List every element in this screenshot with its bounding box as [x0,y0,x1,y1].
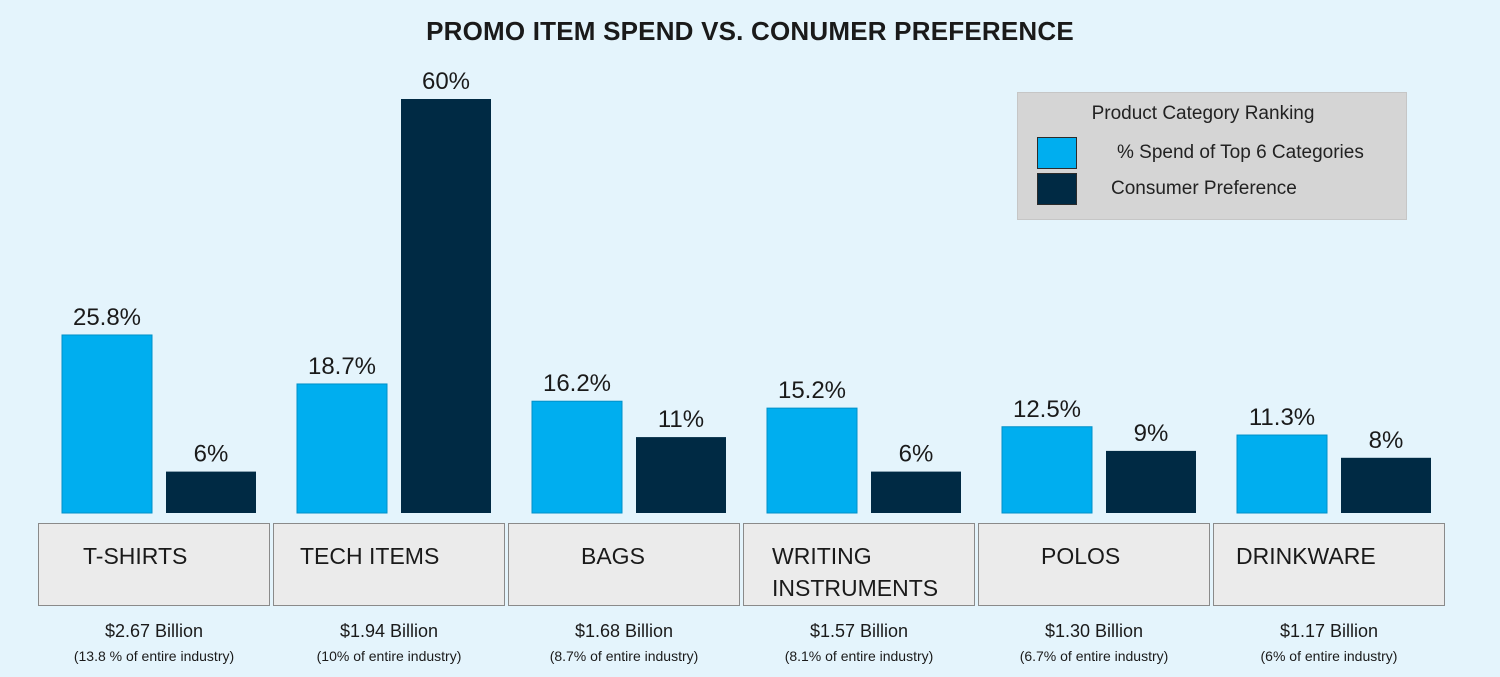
category-box-drinkware: DRINKWARE [1213,523,1445,606]
bar-t-shirts-spend [61,334,153,514]
category-spend: $2.67 Billion [104,621,204,641]
bar-drinkware-spend [1236,434,1328,514]
bar-bags-preference [636,437,726,513]
category-spend: $1.57 Billion [809,621,909,641]
legend-label-spend: % Spend of Top 6 Categories [1117,142,1364,163]
legend-label-preference: Consumer Preference [1111,178,1297,199]
category-spend: $1.17 Billion [1279,621,1379,641]
data-label-t-shirts-spend: 25.8% [73,304,141,331]
data-label-polos-preference: 9% [1134,420,1169,447]
category-box-writing-instruments: WRITING INSTRUMENTS [743,523,975,606]
data-label-bags-preference: 11% [658,406,704,433]
category-industry-share: (8.7% of entire industry) [549,648,699,664]
category-label: DRINKWARE [1236,543,1376,569]
category-industry-share: (8.1% of entire industry) [784,648,934,664]
bar-tech-items-preference [401,99,491,513]
legend-item-spend: % Spend of Top 6 Categories [1037,137,1397,169]
category-box-t-shirts: T-SHIRTS [38,523,270,606]
category-box-polos: POLOS [978,523,1210,606]
category-label: TECH ITEMS [300,543,440,569]
category-box-bags: BAGS [508,523,740,606]
category-box-tech-items: TECH ITEMS [273,523,505,606]
bar-polos-spend [1001,426,1093,514]
legend-swatch-spend [1037,137,1077,169]
bar-drinkware-preference [1341,457,1431,513]
category-industry-share: (13.8 % of entire industry) [73,648,235,664]
bar-writing-instruments-preference [871,471,961,513]
data-label-drinkware-spend: 11.3% [1249,404,1315,431]
data-label-drinkware-preference: 8% [1369,427,1404,454]
bar-tech-items-spend [296,383,388,514]
category-industry-share: (6.7% of entire industry) [1019,648,1169,664]
category-industry-share: (6% of entire industry) [1260,648,1398,664]
data-label-tech-items-preference: 60% [422,68,470,95]
data-label-bags-spend: 16.2% [543,370,611,397]
bar-writing-instruments-spend [766,407,858,514]
legend-swatch-preference [1037,173,1077,205]
data-label-tech-items-spend: 18.7% [308,353,376,380]
bar-t-shirts-preference [166,471,256,513]
data-label-writing-instruments-spend: 15.2% [778,377,846,404]
legend-item-preference: Consumer Preference [1037,173,1397,205]
bar-bags-spend [531,400,623,514]
category-label: T-SHIRTS [83,543,188,569]
data-label-t-shirts-preference: 6% [194,441,229,468]
category-label: POLOS [1041,543,1121,569]
legend-title: Product Category Ranking [1091,103,1315,124]
data-label-writing-instruments-preference: 6% [899,441,934,468]
category-spend: $1.68 Billion [574,621,674,641]
legend: Product Category Ranking % Spend of Top … [1017,92,1407,220]
category-spend: $1.30 Billion [1044,621,1144,641]
category-industry-share: (10% of entire industry) [316,648,462,664]
category-spend: $1.94 Billion [339,621,439,641]
category-label: BAGS [581,543,645,569]
bar-polos-preference [1106,450,1196,513]
chart-title: PROMO ITEM SPEND VS. CONUMER PREFERENCE [426,16,1074,46]
data-label-polos-spend: 12.5% [1013,396,1081,423]
category-label: WRITING INSTRUMENTS [772,543,939,601]
